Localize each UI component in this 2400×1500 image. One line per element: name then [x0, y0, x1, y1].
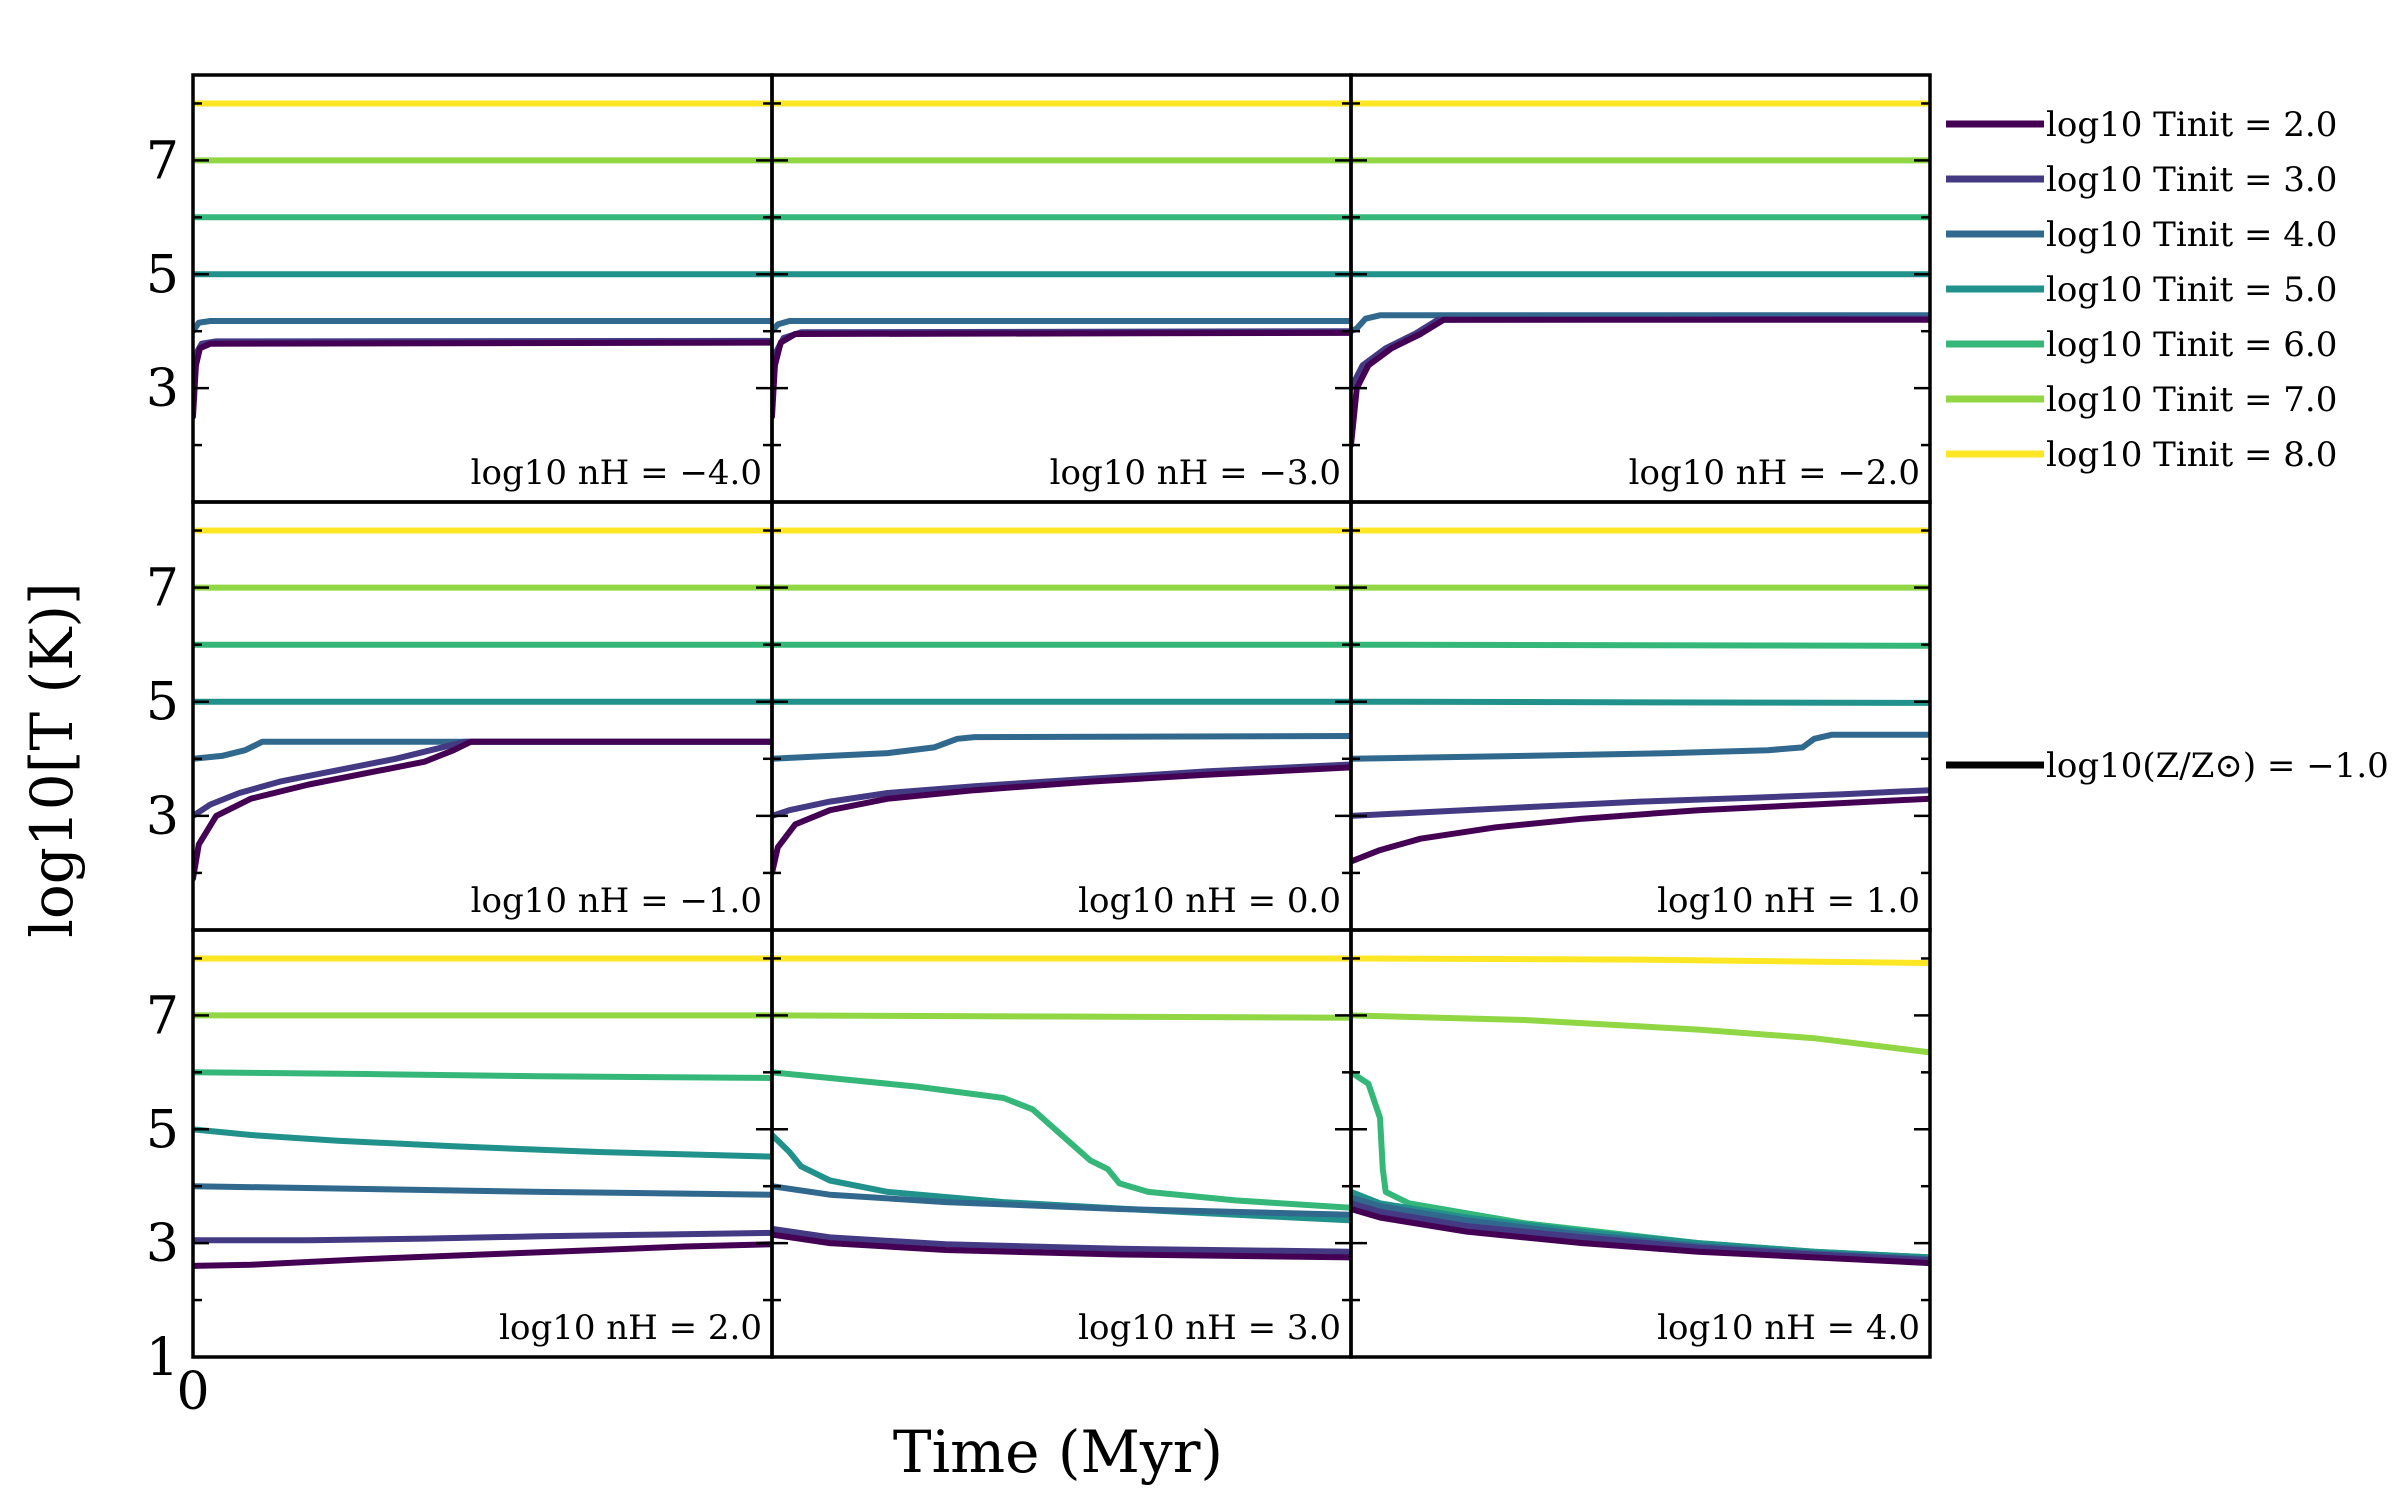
legend: log10 Tinit = 2.0 log10 Tinit = 3.0 log10 … [1946, 105, 2389, 786]
y-tick-label: 3 [146, 787, 179, 847]
panel-frame [770, 73, 1353, 504]
x-tick-label: 0 [176, 1362, 209, 1422]
series-line-tinit-5 [1351, 698, 1930, 706]
panel-2: log10 nH = −3.0 [772, 100, 1351, 493]
series-line-tinit-5 [193, 1126, 772, 1160]
legend-entry: log10 Tinit = 4.0 [2046, 215, 2337, 255]
y-tick-label: 3 [146, 359, 179, 419]
panel-label: log10 nH = 3.0 [1078, 1308, 1341, 1348]
series-line-tinit-4 [193, 738, 772, 762]
panel-label: log10 nH = −3.0 [1050, 453, 1341, 493]
panel-frame [191, 928, 774, 1359]
panel-label: log10 nH = 0.0 [1078, 881, 1341, 921]
series-line-tinit-4 [772, 733, 1351, 762]
series-line-tinit-2 [1351, 795, 1930, 865]
panel-frame [770, 928, 1353, 1359]
series-line-tinit-2 [1351, 1206, 1930, 1267]
panel-3: log10 nH = −2.0 [1351, 100, 1930, 493]
panel-frame [191, 500, 774, 932]
y-tick-label: 7 [146, 559, 179, 619]
panels-group: log10 nH = −4.0 log10 nH = −3.0 log10 nH =… [193, 100, 1930, 1348]
series-line-tinit-6 [1351, 641, 1930, 649]
series-line-tinit-4 [772, 1183, 1351, 1218]
y-axis-label: log10[T (K)] [18, 582, 86, 937]
series-line-tinit-3 [193, 337, 772, 392]
legend-entry: log10 Tinit = 3.0 [2046, 160, 2337, 200]
y-tick-label: 5 [146, 673, 179, 733]
panel-8: log10 nH = 3.0 [772, 955, 1351, 1348]
series-line-tinit-4 [1351, 312, 1930, 335]
series-line-tinit-2 [772, 1231, 1351, 1261]
panel-6: log10 nH = 1.0 [1351, 527, 1930, 921]
legend-metallicity-entry: log10(Z/Z⊙) = −1.0 [2046, 746, 2389, 786]
panel-label: log10 nH = 4.0 [1657, 1308, 1920, 1348]
series-line-tinit-3 [193, 738, 772, 819]
legend-entry: log10 Tinit = 6.0 [2046, 325, 2337, 365]
series-line-tinit-2 [193, 738, 772, 882]
y-tick-label: 3 [146, 1214, 179, 1274]
y-tick-label: 5 [146, 245, 179, 305]
series-line-tinit-2 [193, 1241, 772, 1269]
series-line-tinit-7 [772, 1012, 1351, 1021]
series-line-tinit-2 [772, 329, 1351, 420]
panel-label: log10 nH = −1.0 [471, 881, 762, 921]
series-line-tinit-4 [193, 1183, 772, 1198]
series-line-tinit-3 [772, 328, 1351, 392]
series-line-tinit-3 [772, 761, 1351, 819]
x-axis-label: Time (Myr) [893, 1418, 1223, 1486]
series-line-tinit-6 [193, 1069, 772, 1081]
panel-frame [1349, 73, 1932, 504]
series-line-tinit-8 [1351, 955, 1930, 966]
panel-1: log10 nH = −4.0 [193, 100, 772, 493]
series-line-tinit-4 [772, 318, 1351, 335]
legend-entry: log10 Tinit = 5.0 [2046, 270, 2337, 310]
series-line-tinit-6 [772, 1069, 1351, 1211]
panel-4: log10 nH = −1.0 [193, 527, 772, 921]
series-line-tinit-3 [772, 1225, 1351, 1255]
series-line-tinit-3 [1351, 787, 1930, 819]
panel-label: log10 nH = 1.0 [1657, 881, 1920, 921]
panel-label: log10 nH = −2.0 [1629, 453, 1920, 493]
panel-frame [1349, 500, 1932, 932]
panel-5: log10 nH = 0.0 [772, 527, 1351, 921]
panel-9: log10 nH = 4.0 [1351, 955, 1930, 1348]
series-line-tinit-3 [1351, 315, 1930, 392]
y-tick-label: 7 [146, 131, 179, 191]
series-line-tinit-4 [1351, 731, 1930, 762]
panel-frame [1349, 928, 1932, 1359]
legend-entry: log10 Tinit = 7.0 [2046, 380, 2337, 420]
legend-entry: log10 Tinit = 8.0 [2046, 435, 2337, 475]
series-line-tinit-3 [193, 1229, 772, 1244]
y-tick-label: 5 [146, 1100, 179, 1160]
y-tick-label: 1 [146, 1328, 179, 1388]
panel-label: log10 nH = −4.0 [471, 453, 762, 493]
series-line-tinit-2 [1351, 316, 1930, 449]
series-line-tinit-7 [1351, 1012, 1930, 1056]
legend-entry: log10 Tinit = 2.0 [2046, 105, 2337, 145]
panel-7: log10 nH = 2.0 [193, 955, 772, 1348]
series-line-tinit-2 [193, 339, 772, 420]
frames-group: 3 5 7 3 5 7 1 3 5 7 0 [146, 73, 1932, 1422]
series-line-tinit-4 [193, 318, 772, 335]
y-tick-label: 7 [146, 986, 179, 1046]
panel-label: log10 nH = 2.0 [499, 1308, 762, 1348]
series-line-tinit-2 [772, 764, 1351, 876]
panel-frame [770, 500, 1353, 932]
panel-frame [191, 73, 774, 504]
